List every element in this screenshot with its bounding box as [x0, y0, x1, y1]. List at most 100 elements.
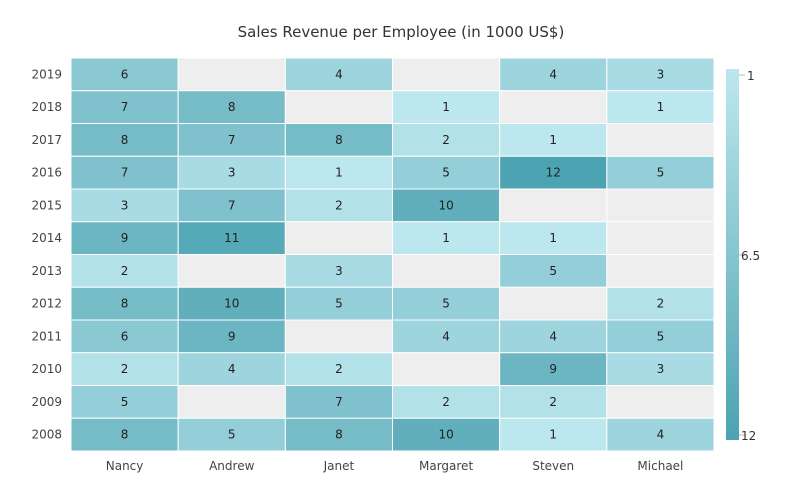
heatmap-cell: [70, 385, 179, 419]
cell-value-label: 12: [546, 166, 561, 180]
cell-value-label: 5: [228, 428, 236, 442]
cell-value-label: 8: [121, 133, 129, 147]
heatmap-cell: [177, 385, 286, 419]
cell-value-label: 3: [657, 67, 665, 81]
x-tick-label: Andrew: [209, 459, 254, 473]
cell-value-label: 5: [657, 329, 665, 343]
cell-value-label: 1: [549, 231, 557, 245]
cell-value-label: 1: [657, 100, 665, 114]
heatmap-cell: [284, 155, 394, 190]
y-tick-label: 2015: [31, 198, 62, 212]
x-tick-label: Michael: [637, 459, 683, 473]
chart-title: Sales Revenue per Employee (in 1000 US$): [238, 23, 565, 41]
heatmap-cell: [392, 57, 501, 92]
cell-value-label: 6: [121, 329, 129, 343]
x-tick-label: Janet: [323, 459, 355, 473]
cell-value-label: 11: [224, 231, 239, 245]
cell-value-label: 3: [657, 362, 665, 376]
cell-value-label: 3: [228, 166, 236, 180]
cell-value-label: 4: [657, 428, 665, 442]
cell-value-label: 8: [121, 297, 129, 311]
cell-value-label: 10: [438, 428, 453, 442]
heatmap-cell: [499, 57, 608, 92]
cell-value-label: 5: [549, 264, 557, 278]
cell-value-label: 10: [224, 297, 239, 311]
cell-value-label: 4: [228, 362, 236, 376]
heatmap-cell: [606, 385, 715, 419]
heatmap-cell: [70, 57, 179, 92]
heatmap-cell: [284, 90, 394, 124]
heatmap-cell: [177, 188, 286, 223]
heatmap-cell: [284, 188, 394, 223]
cell-value-label: 5: [335, 297, 343, 311]
cell-value-label: 7: [335, 395, 343, 409]
cell-value-label: 9: [228, 329, 236, 343]
cell-value-label: 4: [442, 329, 450, 343]
heatmap-cell: [70, 319, 179, 354]
legend-color-bar: [726, 69, 739, 440]
heatmap-cell: [284, 221, 394, 255]
heatmap-cell: [177, 57, 286, 92]
y-tick-label: 2011: [31, 329, 62, 343]
x-tick-label: Steven: [532, 459, 574, 473]
heatmap-cell: [499, 90, 608, 124]
y-tick-label: 2012: [31, 297, 62, 311]
heatmap-cell: [392, 385, 501, 419]
heatmap-cell: [284, 352, 394, 386]
cell-value-label: 2: [442, 395, 450, 409]
heatmap-cell: [606, 188, 715, 223]
x-axis: Nancy Andrew Janet Margaret Steven Michael: [106, 459, 684, 473]
heatmap-cell: [177, 254, 286, 288]
cell-value-label: 1: [549, 133, 557, 147]
legend-label-max: 12: [741, 429, 756, 443]
cell-value-label: 1: [335, 166, 343, 180]
heatmap-cells: 6 4 4 37 8 1 18 7 8 2 17 3 1 5 12 53 7 2 109 11 1 12 3 58 10 5 5 26…: [70, 57, 715, 452]
y-tick-label: 2008: [31, 428, 62, 442]
heatmap-cell: [499, 155, 608, 190]
cell-value-label: 3: [121, 198, 129, 212]
heatmap-cell: [606, 123, 715, 157]
color-legend: 1 6.5 12: [726, 69, 760, 443]
heatmap-cell: [606, 254, 715, 288]
heatmap-cell: [606, 352, 715, 386]
cell-value-label: 4: [549, 329, 557, 343]
heatmap-cell: [499, 319, 608, 354]
cell-value-label: 7: [228, 133, 236, 147]
heatmap-cell: [392, 352, 501, 386]
cell-value-label: 5: [657, 166, 665, 180]
cell-value-label: 5: [442, 297, 450, 311]
cell-value-label: 2: [335, 362, 343, 376]
heatmap-cell: [284, 319, 394, 354]
heatmap-cell: [284, 385, 394, 419]
heatmap-cell: [177, 319, 286, 354]
y-tick-label: 2017: [31, 133, 62, 147]
cell-value-label: 5: [121, 395, 129, 409]
cell-value-label: 2: [657, 297, 665, 311]
heatmap-cell: [499, 188, 608, 223]
heatmap-cell: [499, 221, 608, 255]
cell-value-label: 8: [335, 133, 343, 147]
cell-value-label: 5: [442, 166, 450, 180]
y-tick-label: 2009: [31, 395, 62, 409]
y-tick-label: 2016: [31, 166, 62, 180]
cell-value-label: 9: [549, 362, 557, 376]
y-tick-label: 2019: [31, 67, 62, 81]
cell-value-label: 7: [228, 198, 236, 212]
cell-value-label: 1: [442, 231, 450, 245]
cell-value-label: 8: [335, 428, 343, 442]
heatmap-cell: [606, 90, 715, 124]
cell-value-label: 2: [335, 198, 343, 212]
cell-value-label: 1: [442, 100, 450, 114]
heatmap-cell: [392, 417, 501, 452]
heatmap-cell: [284, 254, 394, 288]
heatmap-cell: [499, 286, 608, 321]
cell-value-label: 8: [121, 428, 129, 442]
cell-value-label: 3: [335, 264, 343, 278]
cell-value-label: 8: [228, 100, 236, 114]
y-tick-label: 2013: [31, 264, 62, 278]
cell-value-label: 6: [121, 67, 129, 81]
cell-value-label: 2: [549, 395, 557, 409]
heatmap-cell: [177, 352, 286, 386]
cell-value-label: 2: [442, 133, 450, 147]
